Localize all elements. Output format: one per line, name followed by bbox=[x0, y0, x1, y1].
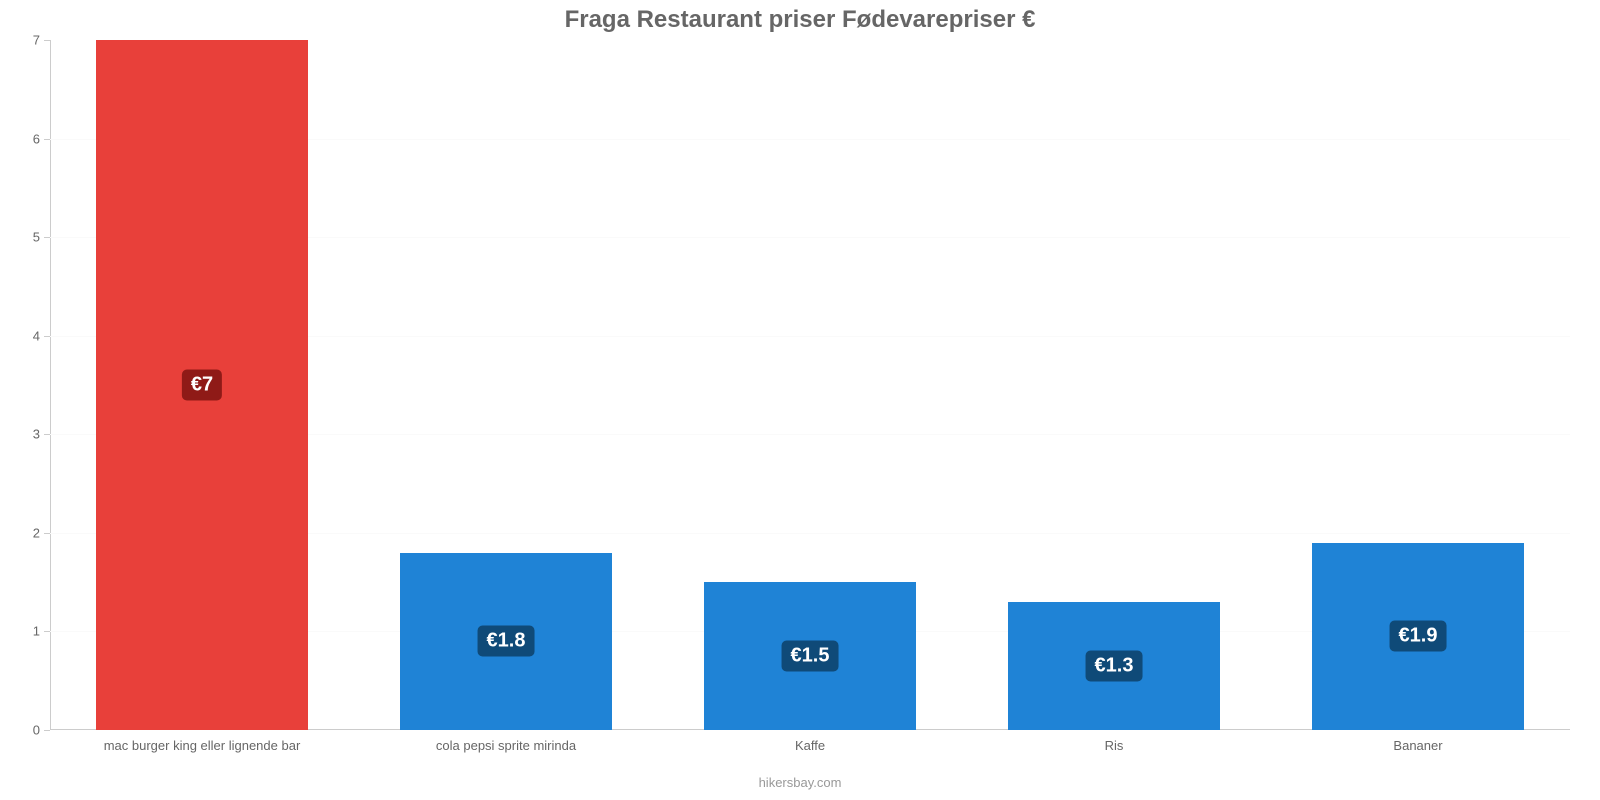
chart-title: Fraga Restaurant priser Fødevarepriser € bbox=[0, 6, 1600, 34]
bar-slot: €7mac burger king eller lignende bar bbox=[50, 40, 354, 730]
bar-value-label: €1.8 bbox=[478, 626, 535, 657]
y-tick-label: 0 bbox=[33, 723, 50, 738]
chart-footer: hikersbay.com bbox=[0, 775, 1600, 790]
y-tick-label: 4 bbox=[33, 328, 50, 343]
bar-value-label: €1.3 bbox=[1086, 650, 1143, 681]
y-tick-label: 2 bbox=[33, 525, 50, 540]
bar-value-label: €7 bbox=[182, 370, 222, 401]
bar-slot: €1.3Ris bbox=[962, 40, 1266, 730]
bar-category-label: cola pepsi sprite mirinda bbox=[354, 730, 658, 753]
bar-slot: €1.8cola pepsi sprite mirinda bbox=[354, 40, 658, 730]
bar-category-label: mac burger king eller lignende bar bbox=[50, 730, 354, 753]
bar-value-label: €1.9 bbox=[1390, 621, 1447, 652]
y-tick-label: 3 bbox=[33, 427, 50, 442]
price-chart: Fraga Restaurant priser Fødevarepriser €… bbox=[0, 0, 1600, 800]
y-tick-label: 6 bbox=[33, 131, 50, 146]
y-tick-label: 7 bbox=[33, 33, 50, 48]
bars-container: €7mac burger king eller lignende bar€1.8… bbox=[50, 40, 1570, 730]
y-tick-label: 5 bbox=[33, 230, 50, 245]
bar-value-label: €1.5 bbox=[782, 641, 839, 672]
bar-category-label: Ris bbox=[962, 730, 1266, 753]
bar-slot: €1.9Bananer bbox=[1266, 40, 1570, 730]
bar-category-label: Kaffe bbox=[658, 730, 962, 753]
y-tick-label: 1 bbox=[33, 624, 50, 639]
bar-category-label: Bananer bbox=[1266, 730, 1570, 753]
plot-area: 01234567 €7mac burger king eller lignend… bbox=[50, 40, 1570, 730]
bar-slot: €1.5Kaffe bbox=[658, 40, 962, 730]
